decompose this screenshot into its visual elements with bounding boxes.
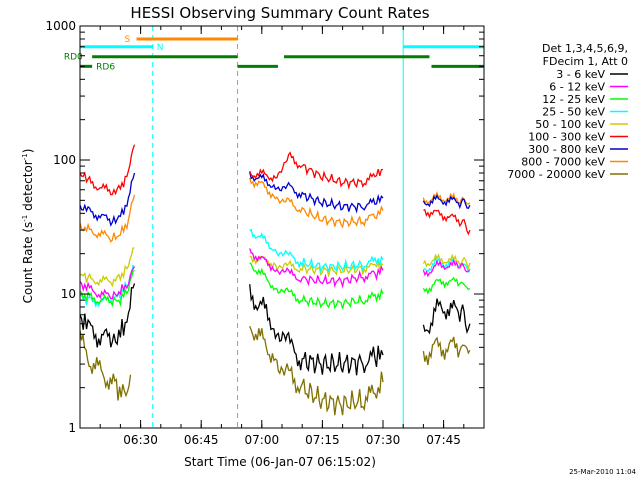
footer-timestamp: 25-Mar-2010 11:04 (569, 468, 636, 476)
legend-label-6: 300 - 800 keV (528, 143, 605, 156)
series-3-segment-1 (249, 228, 384, 274)
x-tick-label-3: 07:15 (305, 433, 340, 447)
legend-label-4: 50 - 100 keV (535, 118, 605, 131)
series-8-segment-1 (249, 325, 384, 416)
series-6-segment-1 (249, 171, 384, 214)
series-4-segment-0 (80, 247, 135, 288)
flag-bars: S N RD0 RD6 (64, 35, 484, 72)
y-tick-label-1: 10 (61, 287, 76, 301)
x-tick-label-1: 06:45 (184, 433, 219, 447)
series-5-segment-1 (249, 151, 384, 190)
series-6-segment-0 (80, 172, 136, 227)
legend-label-8: 7000 - 20000 keV (507, 168, 605, 181)
flag-label-1: N (157, 43, 164, 53)
series-2-segment-1 (249, 262, 384, 310)
x-tick-label-0: 06:30 (123, 433, 158, 447)
series-8-segment-0 (80, 330, 132, 401)
y-tick-label-3: 1000 (45, 19, 76, 33)
series-7-segment-1 (249, 177, 384, 229)
series-1-segment-2 (422, 258, 471, 278)
series-4-segment-2 (422, 253, 471, 270)
x-tick-label-5: 07:45 (426, 433, 461, 447)
series-0-segment-0 (80, 283, 136, 348)
x-tick-label-4: 07:30 (366, 433, 401, 447)
legend-label-0: 3 - 6 keV (556, 68, 605, 81)
legend-header-2: FDecim 1, Att 0 (543, 55, 628, 68)
y-tick-label-2: 100 (53, 153, 76, 167)
series-5-segment-2 (423, 209, 471, 236)
legend-label-3: 25 - 50 keV (542, 106, 605, 119)
series-7-segment-0 (80, 194, 136, 243)
y-axis-label-sup1: -1 (21, 215, 29, 222)
flag-label-3: RD0 (64, 53, 83, 63)
y-axis-label-main: Count Rate (s (21, 222, 35, 304)
y-axis-label: Count Rate (s-1 detector-1) (21, 149, 35, 304)
series-1-segment-0 (80, 266, 136, 300)
series-4-segment-1 (249, 255, 384, 278)
y-tick-label-0: 1 (68, 421, 76, 435)
x-axis-label: Start Time (06-Jan-07 06:15:02) (184, 455, 376, 469)
series-2-segment-0 (80, 269, 135, 308)
chart-title: HESSI Observing Summary Count Rates (130, 4, 429, 22)
series-8-segment-2 (422, 336, 471, 366)
series-3-segment-2 (423, 256, 471, 274)
series-0-segment-2 (422, 298, 471, 335)
legend-label-1: 6 - 12 keV (549, 81, 605, 94)
y-axis-label-end: ) (21, 149, 35, 154)
y-axis-label-sup2: -1 (21, 153, 29, 160)
legend-label-2: 12 - 25 keV (542, 93, 605, 106)
series-0-segment-1 (249, 284, 384, 376)
legend-label-7: 800 - 7000 keV (521, 156, 605, 169)
series-layer (80, 144, 471, 416)
legend-label-5: 100 - 300 keV (528, 131, 605, 144)
flag-label-0: S (124, 35, 130, 45)
x-tick-label-2: 07:00 (245, 433, 280, 447)
legend: Det 1,3,4,5,6,9, FDecim 1, Att 0 3 - 6 k… (507, 42, 628, 181)
series-2-segment-2 (422, 276, 471, 296)
series-6-segment-2 (422, 194, 471, 210)
series-5-segment-0 (80, 144, 136, 196)
axis-ticks: 06:30 06:45 07:00 07:15 07:30 07:45 1 10 100 1000 (45, 19, 485, 447)
flag-label-5: RD6 (96, 62, 115, 72)
y-axis-label-mid: detector (21, 160, 35, 215)
legend-header-1: Det 1,3,4,5,6,9, (542, 42, 628, 55)
series-1-segment-1 (249, 248, 384, 289)
series-7-segment-2 (422, 190, 471, 205)
